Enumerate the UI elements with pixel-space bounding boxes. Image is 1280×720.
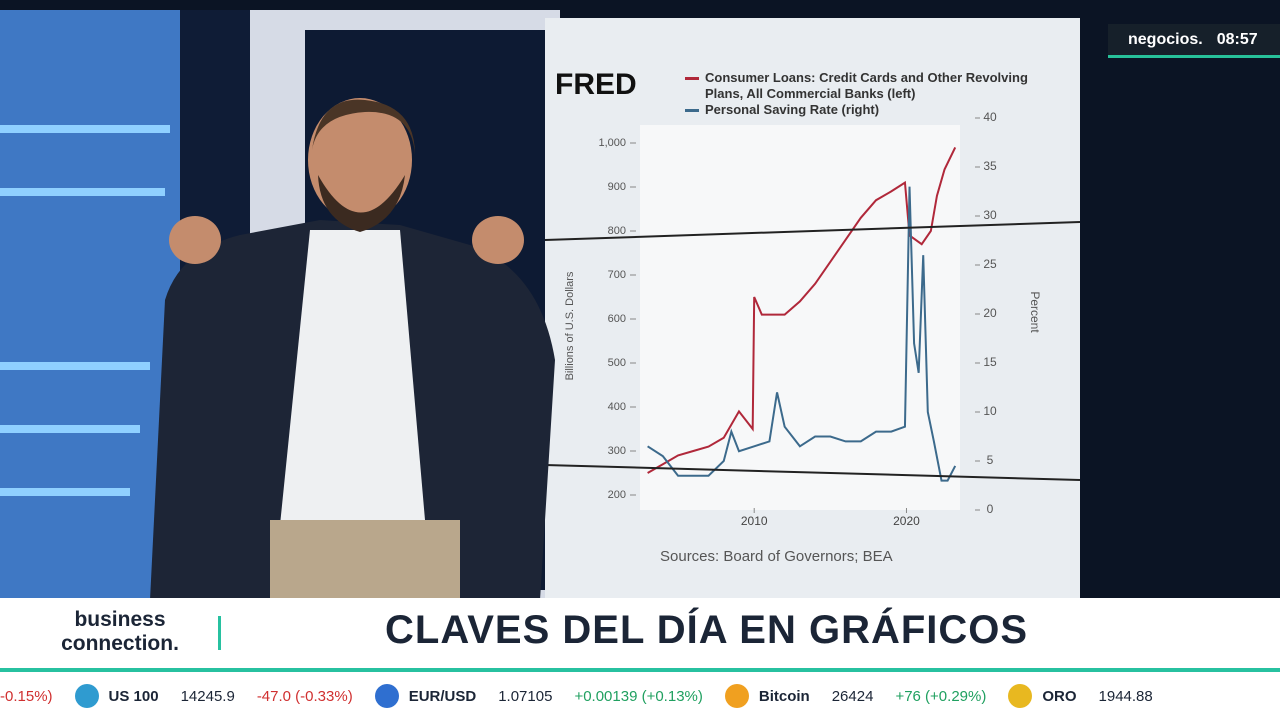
legend-label: Personal Saving Rate (right) bbox=[705, 102, 880, 117]
ticker-icon bbox=[374, 684, 399, 708]
headline: CLAVES DEL DÍA EN GRÁFICOS bbox=[385, 608, 1029, 652]
ticker-name: Bitcoin bbox=[758, 687, 810, 705]
legend-entry: Consumer Loans: Credit Cards and Other R… bbox=[685, 70, 1035, 102]
ticker-change: +0.00139 (+0.13%) bbox=[574, 687, 703, 705]
led-wall bbox=[0, 10, 180, 600]
light-strip bbox=[0, 125, 170, 133]
y2-tick-label: 20 bbox=[983, 306, 997, 320]
ticker-value: -0.15%) bbox=[0, 687, 53, 705]
y2-tick-label: 35 bbox=[983, 159, 997, 173]
x-tick-label: 2010 bbox=[741, 514, 768, 528]
divider bbox=[218, 616, 221, 650]
show-name: business connection. bbox=[61, 608, 179, 655]
y-tick-label: 700 bbox=[608, 269, 626, 281]
light-strip bbox=[0, 362, 150, 370]
light-strip bbox=[0, 425, 140, 433]
screen-seam bbox=[544, 464, 1081, 481]
legend-swatch bbox=[685, 77, 699, 80]
ticker-value: 14245.9 bbox=[180, 687, 235, 705]
y2-tick-label: 30 bbox=[983, 208, 997, 222]
y-tick-label: 600 bbox=[608, 313, 626, 325]
presenter-fist bbox=[169, 216, 221, 264]
presenter-beard bbox=[318, 175, 405, 232]
ticker-icon bbox=[74, 684, 99, 708]
y-tick-label: 500 bbox=[608, 357, 626, 369]
presenter-hair bbox=[312, 99, 415, 155]
lower-third: business connection. CLAVES DEL DÍA EN G… bbox=[0, 598, 1280, 672]
y-tick-label: 200 bbox=[608, 489, 626, 501]
plot: 200 300 400 500 600 700 800 900 1,000 0 5 10 15 20 25 3… bbox=[598, 110, 997, 528]
screen-seam bbox=[544, 221, 1081, 241]
y2-tick-label: 40 bbox=[983, 110, 997, 124]
presenter-fist bbox=[472, 216, 524, 264]
legend: Consumer Loans: Credit Cards and Other R… bbox=[685, 70, 1035, 118]
fred-logo: FRED bbox=[555, 68, 637, 101]
presenter-head bbox=[308, 98, 412, 222]
series-line bbox=[647, 146, 957, 474]
y-tick-label: 400 bbox=[608, 401, 626, 413]
presenter-shirt bbox=[280, 230, 425, 525]
x-tick-label: 2020 bbox=[893, 514, 920, 528]
ticker-name: US 100 bbox=[108, 687, 159, 705]
y-tick-label: 1,000 bbox=[598, 137, 626, 149]
ticker-value: 26424 bbox=[831, 687, 874, 705]
clock: 08:57 bbox=[1216, 30, 1258, 48]
ticker-name: ORO bbox=[1042, 687, 1077, 705]
y2-tick-label: 0 bbox=[987, 502, 994, 516]
chart-source: Sources: Board of Governors; BEA bbox=[660, 548, 893, 565]
y2-tick-label: 15 bbox=[983, 355, 997, 369]
channel-name: negocios. bbox=[1128, 30, 1203, 48]
y-tick-label: 300 bbox=[608, 445, 626, 457]
y2-tick-label: 10 bbox=[983, 404, 997, 418]
ticker-value: 1944.88 bbox=[1098, 687, 1153, 705]
ticker-change: -47.0 (-0.33%) bbox=[256, 687, 353, 705]
channel-bug: negocios. 08:57 bbox=[1108, 24, 1280, 58]
ticker: -0.15%) US 100 14245.9 -47.0 (-0.33%) EUR/US… bbox=[0, 672, 1280, 720]
presenter-trousers bbox=[270, 520, 460, 600]
ticker-name: EUR/USD bbox=[408, 687, 477, 705]
light-strip bbox=[0, 188, 165, 196]
y-tick-label: 800 bbox=[608, 225, 626, 237]
ticker-icon bbox=[724, 684, 749, 708]
series-line bbox=[647, 186, 957, 482]
y-tick-label: 900 bbox=[608, 181, 626, 193]
ticker-icon bbox=[1008, 684, 1033, 708]
light-strip bbox=[0, 488, 130, 496]
y-axis-label: Billions of U.S. Dollars bbox=[564, 271, 576, 381]
ticker-value: 1.07105 bbox=[498, 687, 553, 705]
legend-entry: Personal Saving Rate (right) bbox=[685, 102, 1035, 118]
y2-tick-label: 5 bbox=[987, 453, 994, 467]
legend-label: Consumer Loans: Credit Cards and Other R… bbox=[705, 70, 1028, 101]
y2-axis-label: Percent bbox=[1028, 291, 1042, 333]
legend-swatch bbox=[685, 109, 699, 112]
y2-tick-label: 25 bbox=[983, 257, 997, 271]
ticker-change: +76 (+0.29%) bbox=[895, 687, 987, 705]
